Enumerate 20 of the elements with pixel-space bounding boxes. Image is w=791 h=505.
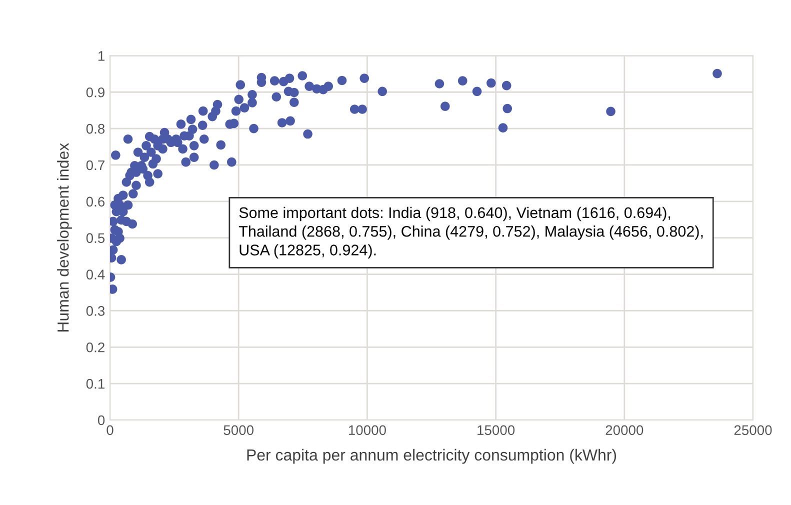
y-tick-label: 1 xyxy=(98,51,104,61)
y-tick-label: 0.3 xyxy=(86,306,105,316)
x-tick-label: 20000 xyxy=(606,425,644,436)
x-tick-label: 15000 xyxy=(478,425,515,436)
y-tick-label: 0.6 xyxy=(86,196,105,207)
x-tick-label: 5000 xyxy=(224,425,254,436)
x-axis-title: Per capita per annum electricity consumption (kWhr) xyxy=(247,448,616,464)
y-tick-label: 0.1 xyxy=(86,378,104,389)
annotation: Some important dots: India (918, 0.640), Vietnam (1616, 0.694), Thailand (2868, 0.755), China (4279, 0.752), Malaysia (4656, 0.802), USA (12825, 0.924). xyxy=(238,206,703,258)
y-axis-title: Human development index xyxy=(57,143,72,332)
y-tick-label: 0.4 xyxy=(86,270,105,280)
y-tick-label: 0.2 xyxy=(86,342,104,352)
y-tick-label: 0 xyxy=(98,415,105,426)
x-tick-label: 25000 xyxy=(734,425,772,436)
x-tick-label: 10000 xyxy=(348,425,386,436)
x-tick-label: 0 xyxy=(106,425,114,436)
y-tick-label: 0.5 xyxy=(86,233,105,244)
y-tick-label: 0.9 xyxy=(86,87,104,98)
y-tick-label: 0.8 xyxy=(86,124,105,134)
y-tick-label: 0.7 xyxy=(86,160,104,170)
